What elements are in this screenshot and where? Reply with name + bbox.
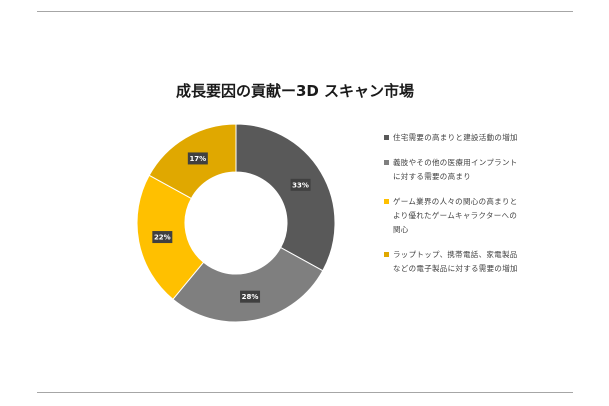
chart-legend: 住宅需要の高まりと建設活動の増加 義肢やその他の医療用インプラントに対する需要の… <box>384 131 522 287</box>
data-label-bg-electronics <box>187 152 208 165</box>
legend-label-gaming: ゲーム業界の人々の関心の高まりとより優れたゲームキャラクターへの関心 <box>393 197 518 234</box>
legend-label-electronics: ラップトップ、携帯電話、家電製品などの電子製品に対する需要の増加 <box>393 250 518 273</box>
data-label-gaming: 22% <box>152 231 173 244</box>
legend-label-housing: 住宅需要の高まりと建設活動の増加 <box>393 133 518 142</box>
data-label-text-medical: 28% <box>242 293 259 301</box>
data-label-housing: 33% <box>290 178 311 191</box>
data-label-text-electronics: 17% <box>189 155 206 163</box>
donut-slice-medical <box>172 246 324 323</box>
legend-item-medical: 義肢やその他の医療用インプラントに対する需要の高まり <box>384 156 522 184</box>
legend-label-medical: 義肢やその他の医療用インプラントに対する需要の高まり <box>393 158 518 181</box>
chart-title: 成長要因の貢献ー3D スキャン市場 <box>175 82 415 100</box>
legend-swatch-electronics <box>384 252 389 257</box>
data-label-bg-gaming <box>152 231 173 244</box>
legend-swatch-medical <box>384 160 389 165</box>
data-label-text-housing: 33% <box>292 181 309 189</box>
legend-item-housing: 住宅需要の高まりと建設活動の増加 <box>384 131 522 145</box>
top-divider <box>37 11 573 12</box>
data-label-bg-housing <box>290 178 311 191</box>
data-label-electronics: 17% <box>187 152 208 165</box>
legend-swatch-housing <box>384 135 389 140</box>
bottom-divider <box>37 392 573 393</box>
legend-swatch-gaming <box>384 199 389 204</box>
donut-slice-housing <box>235 123 336 272</box>
legend-item-gaming: ゲーム業界の人々の関心の高まりとより優れたゲームキャラクターへの関心 <box>384 195 522 237</box>
data-label-bg-medical <box>240 290 261 303</box>
data-label-medical: 28% <box>240 290 261 303</box>
legend-item-electronics: ラップトップ、携帯電話、家電製品などの電子製品に対する需要の増加 <box>384 248 522 276</box>
data-label-text-gaming: 22% <box>154 234 171 242</box>
